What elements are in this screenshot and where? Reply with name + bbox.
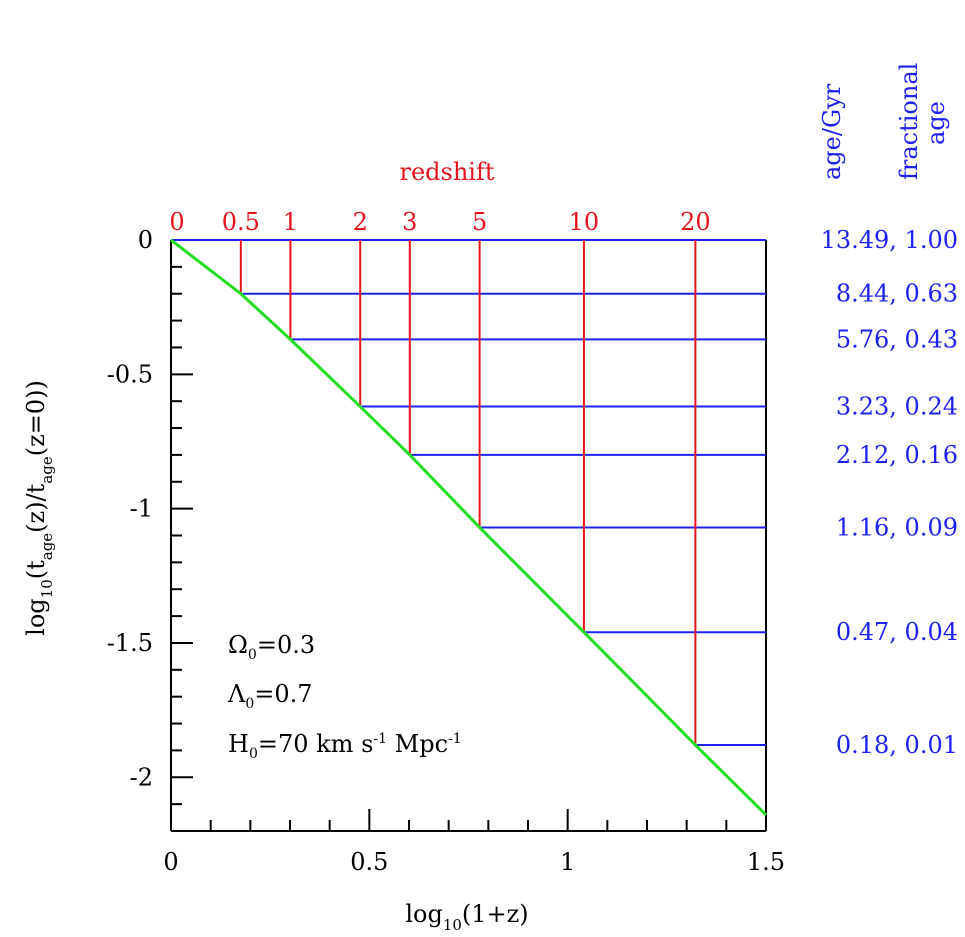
age-label: 3.23, 0.24: [836, 393, 958, 421]
y-tick-label: -1.5: [107, 629, 153, 657]
age-label: 0.47, 0.04: [836, 618, 958, 646]
x-tick-label: 1.5: [747, 848, 785, 876]
annotation-omega: Ω0=0.3: [228, 631, 315, 663]
redshift-tick-label: 0.5: [222, 208, 260, 236]
age-curve: [170, 238, 768, 816]
redshift-tick-label: 10: [569, 208, 600, 236]
age-label: 5.76, 0.43: [836, 325, 958, 353]
redshift-tick-label: 3: [402, 208, 417, 236]
redshift-tick-label: 20: [680, 208, 711, 236]
y-tick-label: -1: [130, 495, 153, 523]
redshift-tick-label: 1: [283, 208, 298, 236]
age-label: 0.18, 0.01: [836, 731, 958, 759]
redshift-tick-label: 2: [353, 208, 368, 236]
x-tick-label: 1: [560, 848, 575, 876]
age-label: 8.44, 0.63: [836, 280, 958, 308]
curve-layer: [170, 238, 768, 816]
right-header-age-2: age: [922, 101, 950, 145]
annotation-lambda: Λ0=0.7: [227, 680, 313, 712]
redshift-tick-label: 5: [472, 208, 487, 236]
age-label: 13.49, 1.00: [821, 226, 958, 254]
right-header-fractional: fractional: [895, 63, 923, 180]
top-axis-title: redshift: [399, 158, 494, 186]
x-tick-label: 0.5: [350, 848, 388, 876]
y-tick-label: -2: [130, 763, 153, 791]
y-tick-label: -0.5: [107, 360, 153, 388]
redshift-tick-label: 0: [169, 208, 184, 236]
x-tick-label: 0: [163, 848, 178, 876]
labels-layer: 0 0.5 1 1.5 0 -0.5 -1 -1.5 -2 0 13.49, 1.00 0.5 8.44…: [107, 208, 958, 876]
age-label: 2.12, 0.16: [836, 441, 958, 469]
y-axis-title: log10(tage(z)/tage(z=0)): [22, 380, 56, 636]
axis-ticks: [170, 239, 767, 832]
right-header-age: age/Gyr: [818, 83, 846, 180]
x-axis-title: log10(1+z): [405, 900, 528, 934]
age-label: 1.16, 0.09: [836, 513, 958, 541]
y-tick-label: 0: [138, 226, 153, 254]
annotation-hubble: H0=70 km s-1 Mpc-1: [228, 730, 462, 762]
guide-lines: [171, 239, 766, 747]
